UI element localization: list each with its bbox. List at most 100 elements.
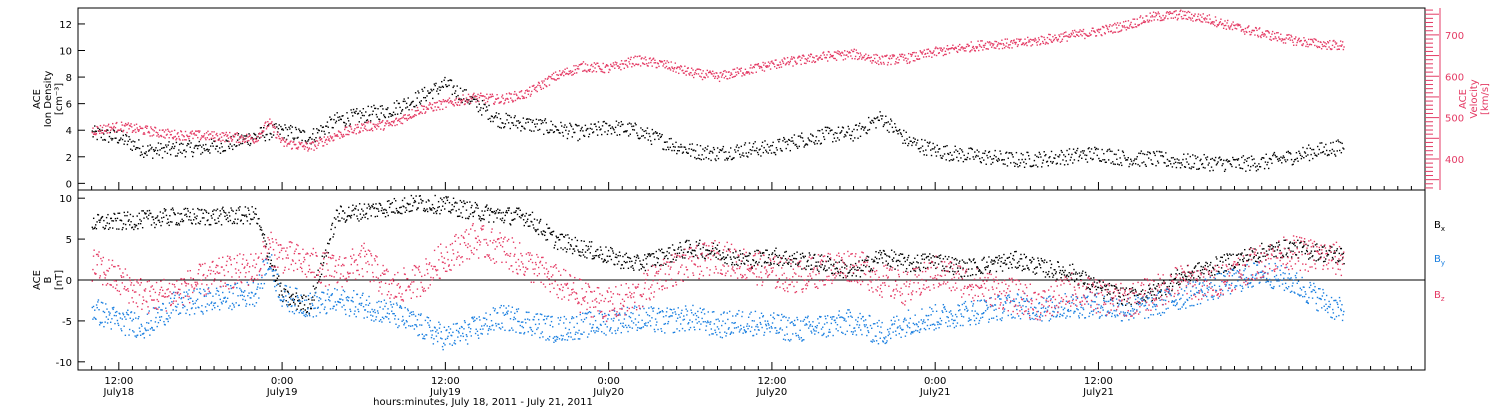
data-point	[963, 261, 965, 263]
data-point	[550, 76, 552, 78]
data-point	[592, 131, 594, 134]
data-point	[263, 136, 266, 138]
data-point	[1259, 35, 1262, 37]
data-point	[1187, 163, 1190, 165]
data-point	[466, 98, 468, 101]
data-point	[760, 155, 762, 157]
data-point	[642, 134, 645, 137]
data-point	[798, 262, 800, 264]
data-point	[660, 263, 662, 266]
data-point	[612, 127, 614, 130]
data-point	[371, 129, 374, 132]
data-point	[267, 120, 269, 123]
data-point	[468, 103, 471, 105]
data-point	[1180, 9, 1182, 11]
data-point	[162, 129, 164, 131]
data-point	[169, 153, 172, 156]
data-point	[420, 105, 423, 107]
data-point	[237, 132, 240, 135]
data-point	[499, 101, 502, 104]
data-point	[399, 212, 402, 215]
data-point	[154, 217, 157, 219]
data-point	[915, 144, 917, 146]
data-point	[814, 140, 817, 142]
data-point	[378, 125, 380, 128]
data-point	[380, 112, 382, 114]
data-point	[1261, 157, 1263, 159]
data-point	[1225, 28, 1228, 30]
data-point	[293, 138, 295, 141]
data-point	[1058, 154, 1061, 156]
data-point	[556, 236, 558, 239]
data-point	[681, 152, 684, 154]
data-point	[1147, 151, 1149, 153]
data-point	[1197, 15, 1199, 18]
data-point	[390, 211, 393, 213]
data-point	[343, 121, 346, 124]
data-point	[662, 65, 664, 67]
data-point	[645, 257, 647, 260]
data-point	[207, 150, 209, 152]
data-point	[202, 136, 204, 138]
data-point	[339, 131, 342, 134]
data-point	[749, 148, 751, 151]
data-point	[976, 47, 978, 49]
data-point	[645, 132, 648, 135]
data-point	[93, 133, 96, 136]
data-point	[828, 267, 830, 269]
data-point	[887, 262, 889, 265]
data-point	[778, 141, 780, 143]
data-point	[429, 207, 431, 209]
data-point	[583, 134, 585, 137]
data-point	[393, 197, 396, 200]
data-point	[403, 114, 405, 117]
data-point	[1328, 46, 1330, 48]
data-point	[1163, 19, 1165, 21]
data-point	[793, 134, 796, 136]
data-point	[844, 267, 846, 269]
data-point	[357, 126, 360, 128]
data-point	[1170, 157, 1173, 159]
b-tick-label: 0	[66, 276, 72, 287]
data-point	[110, 137, 112, 140]
data-point	[466, 101, 468, 103]
data-point	[1312, 40, 1314, 42]
data-point	[1049, 156, 1051, 158]
data-point	[856, 129, 858, 131]
data-point	[148, 209, 151, 212]
data-point	[1121, 25, 1123, 27]
data-point	[529, 95, 532, 97]
data-point	[925, 149, 927, 151]
data-point	[993, 263, 995, 265]
data-point	[1250, 33, 1252, 36]
data-point	[1100, 160, 1103, 163]
density-tick-label: 10	[59, 47, 72, 58]
data-point	[1263, 167, 1266, 170]
data-point	[624, 63, 627, 66]
data-point	[663, 63, 665, 65]
data-point	[967, 152, 969, 155]
data-point	[1197, 13, 1200, 15]
data-point	[365, 119, 368, 122]
data-point	[1307, 45, 1309, 48]
data-point	[1129, 288, 1131, 290]
data-point	[1229, 163, 1232, 165]
data-point	[254, 134, 257, 136]
data-point	[1251, 158, 1254, 161]
data-point	[142, 210, 145, 212]
data-point	[362, 108, 365, 110]
data-point	[989, 44, 992, 46]
data-point	[435, 211, 437, 213]
data-point	[792, 261, 794, 263]
data-point	[239, 141, 241, 144]
data-point	[1033, 267, 1036, 270]
data-point	[191, 151, 193, 153]
data-point	[794, 144, 796, 146]
data-point	[175, 223, 177, 226]
data-point	[1324, 153, 1326, 155]
data-point	[893, 55, 896, 57]
data-point	[1243, 31, 1245, 33]
data-point	[562, 135, 565, 137]
data-point	[1078, 156, 1080, 158]
data-point	[1182, 17, 1185, 20]
